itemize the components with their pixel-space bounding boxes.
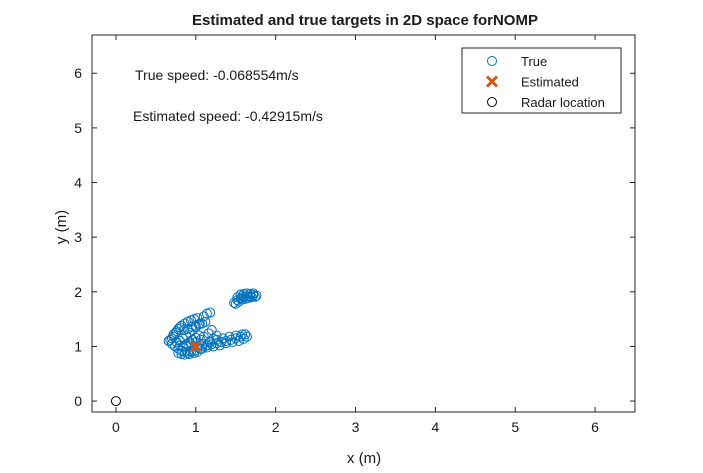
estimated-speed-annotation: Estimated speed: -0.42915m/s [133, 108, 323, 124]
legend-true-label: True [521, 54, 547, 69]
radar-location-point [110, 396, 121, 407]
true-point [195, 344, 206, 355]
true-point [224, 331, 235, 342]
true-point [237, 294, 248, 305]
y-tick-label: 3 [74, 229, 82, 245]
x-tick-label: 4 [431, 419, 439, 435]
legend-box [461, 47, 622, 114]
true-point [232, 292, 243, 303]
true-speed-annotation: True speed: -0.068554m/s [135, 67, 299, 83]
legend-radar-location-marker [487, 97, 497, 107]
true-point [245, 288, 256, 299]
x-tick-label: 3 [352, 419, 360, 435]
true-point [163, 335, 174, 346]
legend-estimated-label: Estimated [521, 75, 579, 90]
true-point [248, 288, 259, 299]
true-point [251, 290, 262, 301]
true-point [176, 349, 187, 360]
true-point [214, 340, 225, 351]
true-point [241, 331, 252, 342]
true-point [201, 342, 212, 353]
true-point [235, 331, 246, 342]
estimated-point [189, 340, 202, 353]
y-axis-label: y (m) [53, 210, 70, 244]
true-point [227, 337, 238, 348]
y-tick-label: 6 [74, 65, 82, 81]
y-axis: 0 1 2 3 4 5 6 [74, 65, 635, 409]
legend-estimated-marker [485, 75, 499, 88]
x-axis: 0 1 2 3 4 5 6 [112, 35, 599, 435]
y-tick-label: 0 [74, 393, 82, 409]
x-tick-label: 6 [591, 419, 599, 435]
true-point [237, 291, 248, 302]
y-tick-label: 2 [74, 284, 82, 300]
true-point [194, 330, 205, 341]
true-point [241, 288, 252, 299]
true-point [211, 338, 222, 349]
x-tick-label: 0 [112, 419, 120, 435]
x-tick-label: 1 [192, 419, 200, 435]
legend-radar-location-label: Radar location [521, 95, 605, 110]
y-tick-label: 5 [74, 120, 82, 136]
true-point [179, 349, 190, 360]
true-point [208, 341, 219, 352]
chart-title: Estimated and true targets in 2D space f… [192, 12, 538, 29]
true-point [238, 333, 249, 344]
true-point [233, 335, 244, 346]
legend: True Estimated Radar location [461, 47, 622, 114]
true-point [171, 326, 182, 337]
y-tick-label: 1 [74, 338, 82, 354]
true-point [211, 334, 222, 345]
data-marks [110, 288, 262, 407]
true-point [240, 329, 251, 340]
true-point [235, 289, 246, 300]
true-point [168, 329, 179, 340]
true-point [205, 307, 216, 318]
x-tick-label: 5 [511, 419, 519, 435]
true-point [181, 341, 192, 352]
true-point [221, 338, 232, 349]
true-point [238, 288, 249, 299]
x-tick-label: 2 [272, 419, 280, 435]
true-point [233, 296, 244, 307]
y-tick-label: 4 [74, 175, 82, 191]
true-point [217, 333, 228, 344]
true-point [237, 329, 248, 340]
true-point [206, 325, 217, 336]
true-point [200, 316, 211, 327]
true-point [190, 332, 201, 343]
x-axis-label: x (m) [347, 450, 381, 467]
legend-true-marker [487, 56, 497, 66]
